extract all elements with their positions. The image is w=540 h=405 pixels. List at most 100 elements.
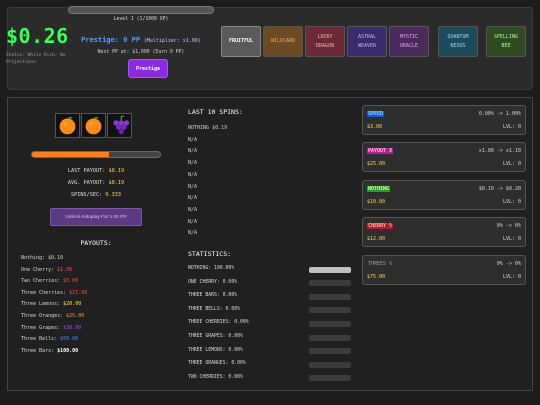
upgrade-name: PAYOUT X (367, 148, 394, 154)
statistic-label: THREE BELLS: 0.00% (188, 306, 240, 312)
statistic-bar-fill (309, 266, 351, 273)
statistic-label: THREE ORANGES: 0.00% (188, 361, 246, 367)
payout-label: Nothing: (21, 255, 49, 261)
theme-wildcard-button[interactable]: WILDCARD (263, 26, 303, 57)
last-spin-item: N/A (188, 171, 198, 178)
money-display: $0.26 (6, 24, 69, 48)
upgrade-cost: $3.00 (367, 124, 383, 130)
orange-icon (59, 116, 76, 135)
level-text: Level 1 (1/1000 XP) (113, 17, 169, 22)
theme-lucky-dragon-button[interactable]: LUCKY DRAGON (305, 26, 345, 57)
statistic-bar (309, 280, 351, 287)
statistic-label: THREE LEMONS: 0.00% (188, 347, 243, 353)
payout-item: Nothing: $0.10 (21, 255, 63, 261)
payout-item: Three Bells: $50.00 (21, 336, 78, 342)
unlock-autoplay-button[interactable]: Unlock Autoplay For 1.00 PP (50, 208, 142, 226)
statistic-label: THREE CHERRIES: 0.00% (188, 320, 249, 326)
payout-item: Three Grapes: $30.00 (21, 325, 81, 331)
upgrade-cost: $25.00 (367, 161, 386, 167)
statistic-label: THREE GRAPES: 0.00% (188, 334, 243, 339)
upgrade-change: 0% -> 0% (496, 223, 521, 229)
payout-label: Two Cherries: (21, 278, 64, 285)
statistic-bar (309, 293, 351, 300)
spins-sec-label: SPINS/SEC: (71, 192, 103, 198)
statistic-bar (309, 307, 351, 314)
statistic-bar (309, 375, 351, 382)
prestige-button[interactable]: Prestige (128, 59, 168, 78)
payout-value: $20.00 (63, 301, 82, 308)
theme-astral-weaver-button[interactable]: ASTRAL WEAVER (347, 26, 387, 57)
last-spin-item: N/A (188, 218, 198, 225)
payout-value: $0.10 (48, 255, 64, 261)
payout-label: Three Bells: (21, 336, 61, 343)
statistics-title: STATISTICS: (188, 250, 232, 258)
upgrade-level: LVL: 0 (502, 161, 521, 167)
payouts-title: PAYOUTS: (80, 239, 112, 247)
orange-icon (85, 116, 102, 135)
last-spin-item: N/A (188, 230, 198, 237)
last-payout-value: $0.19 (108, 168, 125, 174)
statistic-label: TWO CHERRIES: 0.00% (188, 374, 243, 380)
spins-per-sec: SPINS/SEC: 0.333 (31, 192, 161, 198)
last-spin-item: N/A (188, 183, 198, 190)
theme-fruitful-button[interactable]: FRUITFUL (221, 26, 261, 57)
payout-value: $50.00 (60, 336, 79, 343)
reel-2 (81, 113, 106, 138)
prestige-points: Prestige: 0 PP (Multiplier: x1.00) (68, 36, 214, 44)
payout-value: $15.00 (69, 289, 88, 296)
theme-quantum-nexus-button[interactable]: QUANTUM NEXUS (438, 26, 478, 57)
payout-item: Three Lemons: $20.00 (21, 301, 81, 307)
last-spin-item: N/A (188, 206, 198, 213)
payout-item: Two Cherries: $5.00 (21, 278, 78, 284)
last-spin-item: NOTHING $0.19 (188, 125, 228, 131)
avg-payout: AVG. PAYOUT: $0.19 (31, 180, 161, 186)
payout-label: Three Bars: (21, 347, 58, 354)
upgrade-card[interactable]: SPEED 0.00% -> 1.00% $3.00 LVL: 0 (362, 105, 526, 135)
statistic-bar (309, 361, 351, 368)
upgrade-cost: $75.00 (367, 274, 386, 280)
payout-value: $100.00 (57, 347, 79, 354)
last-spins-title: LAST 10 SPINS: (188, 108, 243, 116)
slot-reels[interactable] (55, 113, 132, 138)
last-spin-item: N/A (188, 160, 198, 167)
upgrade-card[interactable]: THREES % 0% -> 0% $75.00 LVL: 0 (362, 255, 526, 285)
upgrade-level: LVL: 0 (502, 199, 521, 205)
payout-item: Three Oranges: $25.00 (21, 313, 84, 319)
statistic-label: THREE BARS: 0.00% (188, 293, 238, 299)
upgrade-name: THREES % (368, 261, 393, 267)
last-spin-item: N/A (188, 148, 198, 155)
reel-3 (107, 113, 132, 138)
upgrade-cost: $12.00 (367, 236, 386, 242)
upgrade-change: x1.00 -> x1.10 (478, 148, 521, 154)
payout-label: Three Oranges: (21, 313, 67, 319)
upgrade-level: LVL: 0 (502, 274, 521, 280)
payout-label: One Cherry: (21, 266, 58, 273)
upgrade-cost: $10.00 (367, 199, 386, 205)
payout-item: Three Bars: $100.00 (21, 348, 78, 354)
spins-sec-value: 0.333 (105, 192, 121, 198)
autospin-progress-fill (32, 152, 109, 157)
upgrade-name: NOTHING (367, 186, 391, 192)
upgrade-card[interactable]: PAYOUT X x1.00 -> x1.10 $25.00 LVL: 0 (362, 142, 526, 172)
prestige-multiplier: (Multiplier: x1.00) (143, 38, 201, 44)
theme-spelling-bee-button[interactable]: SPELLING BEE (486, 26, 526, 57)
statistic-bar (309, 334, 351, 341)
payout-item: Three Cherries: $15.00 (21, 290, 87, 296)
next-pp-text: Next PP at: $1,000 (Earn 0 PP) (97, 50, 185, 55)
upgrade-name: CHERRY % (367, 223, 394, 229)
last-payout-label: LAST PAYOUT: (67, 168, 106, 174)
payout-value: $30.00 (63, 324, 82, 331)
payout-value: $1.00 (57, 266, 73, 273)
statistic-bar (309, 320, 351, 327)
last-spin-item: N/A (188, 195, 198, 202)
upgrade-card[interactable]: NOTHING $0.10 -> $0.20 $10.00 LVL: 0 (362, 180, 526, 210)
upgrade-change: 0% -> 0% (496, 261, 521, 267)
upgrade-change: $0.10 -> $0.20 (478, 186, 521, 192)
payout-value: $5.00 (63, 278, 79, 285)
payout-value: $25.00 (66, 313, 85, 319)
payout-label: Three Grapes: (21, 324, 64, 331)
theme-mystic-oracle-button[interactable]: MYSTIC ORACLE (389, 26, 429, 57)
upgrade-card[interactable]: CHERRY % 0% -> 0% $12.00 LVL: 0 (362, 217, 526, 247)
upgrade-name: SPEED (367, 111, 385, 117)
level-progress-bar (68, 6, 214, 14)
